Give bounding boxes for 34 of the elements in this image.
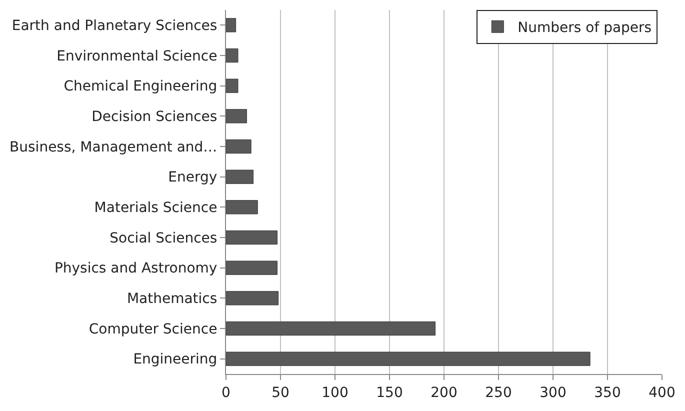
x-tick-label: 300 [540,384,566,401]
bar [226,260,278,275]
x-tick-label: 350 [594,384,621,401]
y-tick-label: Chemical Engineering [64,78,218,95]
y-tick-label: Physics and Astronomy [54,260,218,277]
bar [226,139,252,154]
x-tick-label: 200 [430,384,458,401]
x-tick-label: 50 [272,384,290,401]
y-tick-label: Engineering [133,352,218,368]
bar [226,352,590,366]
y-tick-label: Social Sciences [110,230,218,246]
bar [226,48,238,63]
y-tick-label: Materials Science [94,200,218,216]
x-tick-label: 250 [485,384,512,401]
y-tick-label: Business, Management and… [10,139,218,156]
x-tick-label: 400 [648,384,676,401]
y-tick-label: Earth and Planetary Sciences [12,18,218,34]
y-tick-label: Mathematics [126,291,218,308]
x-tick-label: 150 [376,384,403,401]
y-tick-label: Energy [168,170,218,186]
y-tick-label: Decision Sciences [92,109,218,126]
bar [226,18,236,32]
bar [226,78,238,93]
bar [226,291,279,306]
legend-label: Numbers of papers [518,20,652,36]
x-tick-label: 100 [322,384,348,401]
y-tick-label: Environmental Science [56,48,218,64]
bar [226,321,436,336]
bar [226,170,254,184]
y-tick-label: Computer Science [88,321,218,338]
bar [226,109,247,124]
bar [226,230,278,245]
bar [226,200,258,214]
x-tick-label: 0 [222,384,230,401]
